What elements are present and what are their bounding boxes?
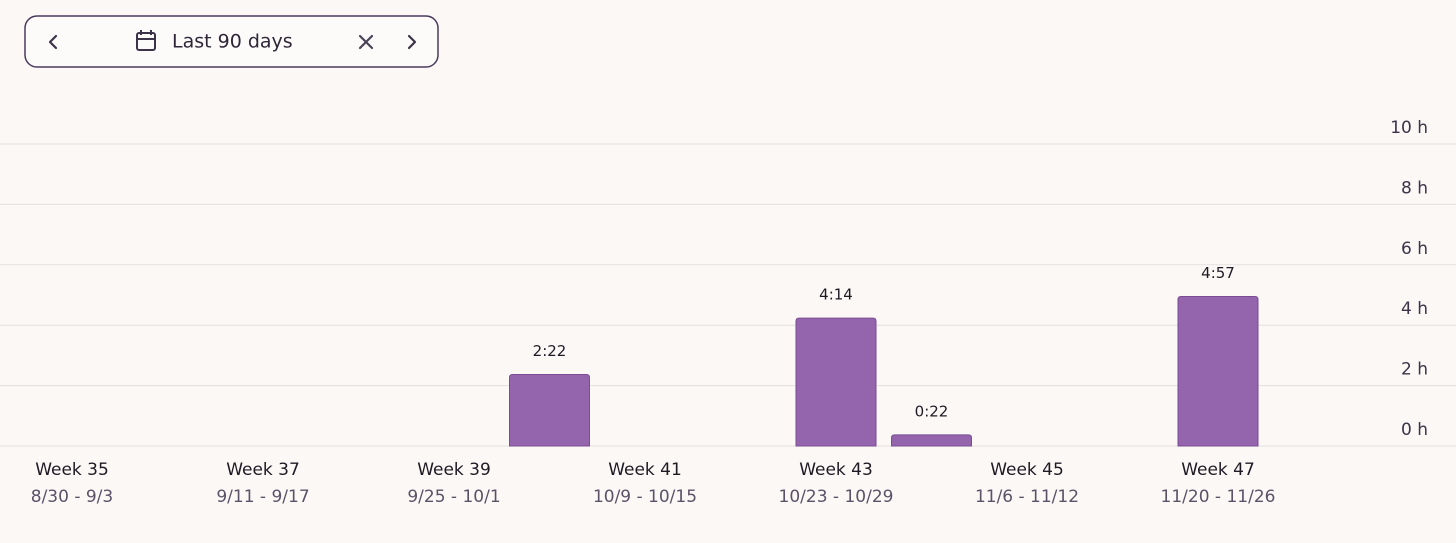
x-tick-sublabel: 8/30 - 9/3 — [31, 487, 113, 507]
picker-label: Last 90 days — [172, 31, 293, 53]
bar — [795, 317, 877, 447]
prev-button[interactable] — [48, 34, 58, 50]
x-tick-sublabel: 10/23 - 10/29 — [779, 487, 894, 507]
x-tick-sublabel: 9/25 - 10/1 — [407, 487, 500, 507]
x-tick-label: Week 37 — [226, 460, 300, 480]
x-tick-label: Week 41 — [608, 460, 682, 480]
y-tick-label: 4 h — [1401, 299, 1428, 319]
calendar-icon — [136, 30, 156, 51]
bar — [891, 434, 972, 447]
x-tick-label: Week 43 — [799, 460, 873, 480]
date-range-picker[interactable]: Last 90 days — [24, 15, 439, 68]
y-tick-label: 6 h — [1401, 239, 1428, 259]
x-tick-sublabel: 9/11 - 9/17 — [216, 487, 309, 507]
y-tick-label: 0 h — [1401, 420, 1428, 440]
picker-box — [24, 15, 439, 68]
x-tick-sublabel: 10/9 - 10/15 — [593, 487, 697, 507]
x-tick-sublabel: 11/6 - 11/12 — [975, 487, 1079, 507]
y-tick-label: 8 h — [1401, 178, 1428, 198]
y-tick-label: 2 h — [1401, 360, 1428, 380]
next-button[interactable] — [407, 34, 417, 50]
y-tick-label: 10 h — [1390, 118, 1428, 138]
data-label: 4:14 — [819, 286, 853, 304]
data-label: 4:57 — [1201, 264, 1235, 282]
x-tick-label: Week 35 — [35, 460, 109, 480]
data-label: 2:22 — [533, 342, 567, 360]
data-label: 0:22 — [915, 402, 949, 420]
clear-button[interactable] — [358, 34, 374, 50]
bar — [509, 374, 590, 447]
x-tick-sublabel: 11/20 - 11/26 — [1161, 487, 1276, 507]
x-tick-label: Week 45 — [990, 460, 1064, 480]
x-tick-label: Week 47 — [1181, 460, 1255, 480]
x-tick-label: Week 39 — [417, 460, 491, 480]
bar — [1177, 296, 1259, 447]
